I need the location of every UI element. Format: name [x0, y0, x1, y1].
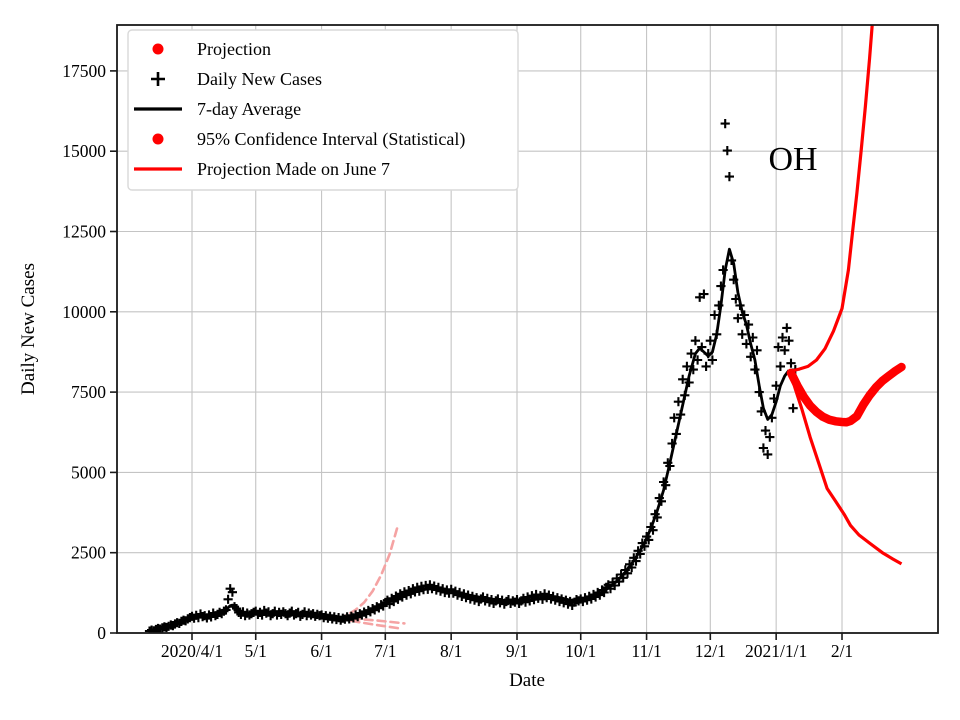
legend-box [127, 29, 519, 191]
legend-plus-marker [151, 72, 165, 86]
ci-upper-line [790, 25, 874, 373]
legend-item-label: Projection [197, 39, 271, 59]
series-7day-average [149, 247, 791, 633]
x-tick-label: 7/1 [374, 641, 396, 661]
x-tick-label: 5/1 [245, 641, 267, 661]
daily-new-cases-markers [144, 119, 800, 633]
axis-ticks [110, 70, 843, 640]
legend-item-label: Daily New Cases [197, 69, 322, 89]
series-projection [786, 362, 906, 427]
legend-item-label: 7-day Average [197, 99, 301, 119]
x-tick-label: 10/1 [565, 641, 596, 661]
plot-border [116, 24, 939, 634]
state-label: OH [768, 141, 817, 178]
axes-frame [116, 24, 939, 634]
x-tick-label: 12/1 [695, 641, 726, 661]
y-tick-label: 5000 [71, 462, 106, 482]
seven-day-average-line [149, 247, 791, 633]
x-tick-label: 2021/1/1 [745, 641, 807, 661]
y-tick-label: 2500 [71, 543, 106, 563]
june7-projection-center-line [337, 617, 406, 625]
projection-line [786, 362, 906, 427]
y-axis-label: Daily New Cases [18, 263, 39, 395]
y-tick-labels: 0 2500 5000 7500 10000 12500 15000 17500 [62, 61, 106, 643]
series-daily-new-cases [144, 119, 800, 633]
x-tick-label: 2020/4/1 [161, 641, 223, 661]
legend-item-label: Projection Made on June 7 [197, 159, 390, 179]
data-layer [144, 25, 906, 633]
legend: Projection Daily New Cases 7-day Average 95… [127, 29, 519, 191]
june7-projection-lower-line [337, 617, 404, 631]
x-axis-label: Date [509, 670, 545, 691]
x-tick-label: 2/1 [831, 641, 853, 661]
legend-dot-marker [152, 43, 164, 55]
x-tick-label: 6/1 [310, 641, 332, 661]
legend-dot-marker [152, 133, 164, 145]
x-tick-label: 11/1 [631, 641, 661, 661]
series-95pct-confidence-interval [789, 25, 903, 566]
x-tick-label: 9/1 [506, 641, 528, 661]
legend-item-label: 95% Confidence Interval (Statistical) [197, 129, 465, 150]
y-tick-label: 0 [97, 623, 106, 643]
june7-projection-upper-line [337, 523, 400, 620]
y-tick-label: 17500 [62, 61, 106, 81]
y-tick-label: 15000 [62, 141, 106, 161]
series-projection-made-june7 [337, 523, 406, 631]
y-tick-label: 12500 [62, 222, 106, 242]
y-tick-label: 7500 [71, 382, 106, 402]
x-tick-label: 8/1 [440, 641, 462, 661]
x-tick-labels: 2020/4/1 5/1 6/1 7/1 8/1 9/1 10/1 11/1 12/1 2021/… [161, 641, 853, 661]
ci-lower-line [789, 373, 903, 566]
y-tick-label: 10000 [62, 302, 106, 322]
